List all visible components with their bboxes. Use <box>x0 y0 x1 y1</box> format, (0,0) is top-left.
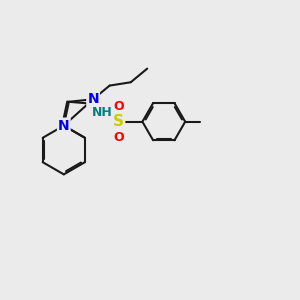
Text: S: S <box>113 114 124 129</box>
Text: O: O <box>113 131 124 144</box>
Text: NH: NH <box>92 106 113 119</box>
Text: N: N <box>87 92 99 106</box>
Text: O: O <box>113 100 124 113</box>
Text: N: N <box>58 118 70 133</box>
